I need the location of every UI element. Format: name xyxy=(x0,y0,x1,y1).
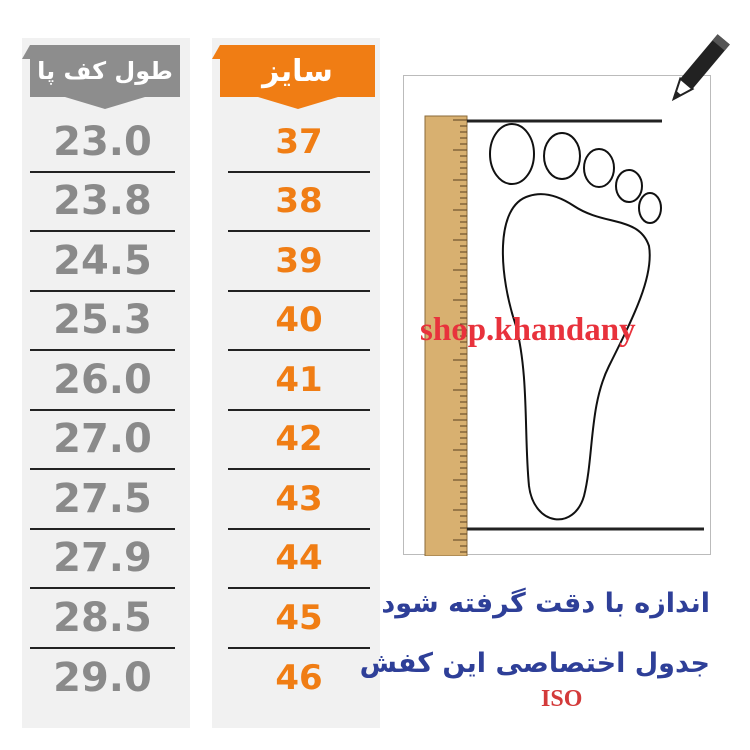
footprint-outline xyxy=(489,123,662,521)
size-cell: 38 xyxy=(228,173,370,232)
foot-length-cell: 23.8 xyxy=(30,173,175,232)
size-cell: 45 xyxy=(228,589,370,649)
size-column: 37 38 39 40 41 42 43 44 45 46 xyxy=(228,113,370,708)
size-header: سایز xyxy=(212,45,375,109)
size-panel xyxy=(212,38,380,728)
note-exclusive-table: جدول اختصاصی این کفش xyxy=(359,648,710,679)
watermark: shop.khandany xyxy=(420,312,636,348)
ruler-icon xyxy=(424,115,468,557)
size-cell: 40 xyxy=(228,292,370,351)
foot-length-panel xyxy=(22,38,190,728)
foot-length-cell: 25.3 xyxy=(30,292,175,351)
size-cell: 37 xyxy=(228,113,370,173)
size-cell: 41 xyxy=(228,351,370,411)
size-cell: 43 xyxy=(228,470,370,530)
pencil-icon xyxy=(671,34,730,102)
foot-length-cell: 27.0 xyxy=(30,411,175,470)
foot-length-cell: 24.5 xyxy=(30,232,175,292)
foot-length-cell: 28.5 xyxy=(30,589,175,649)
note-measure-carefully: اندازه با دقت گرفته شود xyxy=(381,588,710,619)
foot-length-cell: 27.5 xyxy=(30,470,175,530)
foot-length-cell: 29.0 xyxy=(53,655,152,702)
size-cell: 44 xyxy=(228,530,370,589)
size-cell: 46 xyxy=(275,658,323,699)
size-cell: 39 xyxy=(228,232,370,292)
foot-length-column: 23.0 23.8 24.5 25.3 26.0 27.0 27.5 27.9 28.5 29.0 xyxy=(30,113,175,708)
foot-length-cell: 26.0 xyxy=(30,351,175,411)
standard-label: ISO xyxy=(541,686,583,712)
foot-length-header: طول کف پا xyxy=(22,45,180,109)
foot-measure-illustration xyxy=(403,75,711,557)
foot-length-cell: 27.9 xyxy=(30,530,175,589)
foot-length-cell: 23.0 xyxy=(30,113,175,173)
size-cell: 42 xyxy=(228,411,370,470)
